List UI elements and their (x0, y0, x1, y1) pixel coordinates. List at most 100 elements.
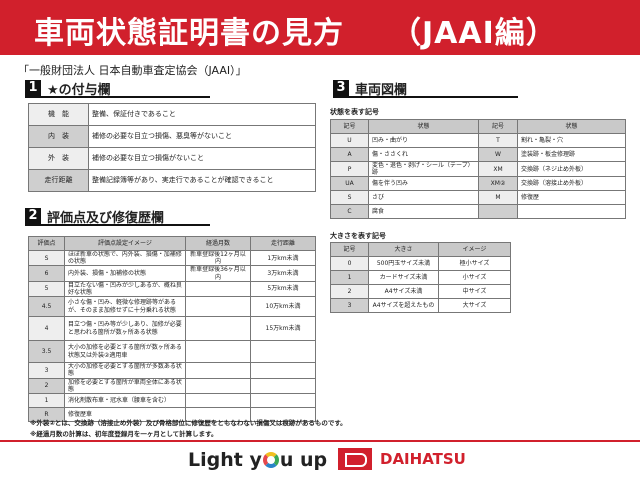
table-cell: 5万km未満 (250, 280, 316, 298)
table-row: S さび M 修復歴 (330, 190, 626, 206)
table-cell: 目立たない傷・凹みが少しあるが、概ね良好な状態 (64, 280, 186, 298)
table-cell: A (330, 147, 369, 162)
section-title: 評価点及び修復歴欄 (47, 210, 165, 226)
star-table: 機 能整備、保証付きであること内 装補修の必要な目立つ損傷、悪臭等がないこと外 … (28, 103, 316, 192)
table-cell: 割れ・亀裂・穴 (517, 133, 626, 148)
table-cell: 大サイズ (438, 298, 511, 313)
table-cell: C (330, 204, 369, 220)
table-cell: 新車登録後12ヶ月以内 (185, 249, 251, 267)
table-cell: P (330, 160, 369, 178)
table-cell: 1万km未満 (250, 249, 316, 267)
table-cell: ほぼ新車の状態で、内外装、損傷・加補修の状態 (64, 249, 186, 267)
table-cell: 4.5 (28, 296, 65, 318)
table-row: 機 能整備、保証付きであること (28, 103, 316, 126)
size-label: 大きさを表す記号 (330, 232, 386, 240)
table-cell: 5 (28, 280, 65, 298)
daihatsu-mark-icon (338, 448, 372, 470)
table-cell: 内 装 (28, 125, 89, 148)
column-header: イメージ (438, 242, 511, 257)
table-cell: 1 (28, 392, 65, 408)
table-header: 評価点 評価点設定イメージ 経過月数 走行距離 (28, 236, 316, 251)
table-cell: 3 (330, 298, 369, 313)
table-cell: 腐食 (368, 204, 479, 220)
table-cell: 3万km未満 (250, 265, 316, 282)
table-cell: 15万km未満 (250, 316, 316, 342)
table-row: 内 装補修の必要な目立つ損傷、悪臭等がないこと (28, 125, 316, 148)
column-header: 経過月数 (185, 236, 251, 251)
table-cell: 外 装 (28, 147, 89, 170)
table-cell: カードサイズ未満 (368, 270, 439, 285)
table-row: 1 カードサイズ未満 小サイズ (330, 270, 511, 285)
table-cell (185, 377, 251, 394)
divider (0, 440, 640, 442)
table-cell (185, 362, 251, 379)
table-cell: 極小サイズ (438, 256, 511, 271)
table-cell: 3.5 (28, 340, 65, 364)
table-cell: 機 能 (28, 103, 89, 126)
table-cell (185, 340, 251, 364)
table-row: 外 装補修の必要な目立つ損傷がないこと (28, 147, 316, 170)
table-cell (517, 204, 626, 220)
table-row: U 凹み・曲がり T 割れ・亀裂・穴 (330, 133, 626, 148)
table-cell: UA (330, 176, 369, 192)
note-1: ※外装②とは、交換跡（溶接止め外装）及び骨格部位に修復歴をともなわない損傷又は痕… (30, 419, 347, 427)
brand-name: DAIHATSU (380, 450, 466, 468)
section-number: 2 (25, 208, 41, 224)
table-cell: 目立つ傷・凹み等が少しあり、加修が必要と思われる箇所が数ヶ所ある状態 (64, 316, 186, 342)
table-row: R 修復歴車 (28, 406, 316, 422)
symbols-table: 記号 状態 記号 状態 U 凹み・曲がり T 割れ・亀裂・穴 A 傷・ささくれ W 塗装跡・板金修理跡… (330, 119, 626, 220)
table-cell (185, 296, 251, 318)
section2-heading: 2 評価点及び修復歴欄 (25, 208, 210, 226)
daihatsu-logo: DAIHATSU (338, 448, 466, 470)
page-title: 車両状態証明書の見方 （JAAI編） (34, 16, 557, 51)
table-row: S ほぼ新車の状態で、内外装、損傷・加補修の状態 新車登録後12ヶ月以内 1万km未満 (28, 249, 316, 267)
column-header: 状態 (368, 119, 479, 134)
table-row: C 腐食 (330, 204, 626, 220)
table-cell: 0 (330, 256, 369, 271)
table-cell: 修復歴 (517, 190, 626, 206)
table-cell: 加修を必要とする箇所が車両全体にある状態 (64, 377, 186, 394)
rainbow-ring-icon (262, 452, 279, 468)
table-row: 5 目立たない傷・凹みが少しあるが、概ね良好な状態 5万km未満 (28, 280, 316, 298)
table-row: 3.5 大小の加修を必要とする箇所が数ヶ所ある状態又は外装②適用車 (28, 340, 316, 364)
table-cell: XM② (478, 176, 518, 192)
size-table: 記号 大きさ イメージ 0 500円玉サイズ未満 極小サイズ 1 カードサイズ未満 小サイズ 2 A… (330, 242, 511, 313)
table-cell: 500円玉サイズ未満 (368, 256, 439, 271)
note-2: ※経過月数の計算は、初年度登録月を一ヶ月として計算します。 (30, 430, 218, 438)
table-cell: S (28, 249, 65, 267)
table-cell: XM (478, 160, 518, 178)
column-header: 記号 (330, 242, 369, 257)
symbols-label: 状態を表す記号 (330, 108, 379, 116)
section-title: ★の付与欄 (47, 82, 111, 98)
table-cell: 整備、保証付きであること (88, 103, 316, 126)
table-cell: A4サイズを超えたもの (368, 298, 439, 313)
table-cell: 4 (28, 316, 65, 342)
table-row: 3 大小の加修を必要とする箇所が多数ある状態 (28, 362, 316, 379)
table-cell: S (330, 190, 369, 206)
table-cell (250, 377, 316, 394)
table-cell (250, 362, 316, 379)
light-you-up-logo: Light y u up (188, 449, 327, 471)
table-cell: 変色・退色・剥げ・シール（テープ）跡 (368, 160, 479, 178)
table-cell (478, 204, 518, 220)
table-row: 4.5 小さな傷・凹み、軽微な修理跡等があるが、そのまま加修せずに十分乗れる状態 1… (28, 296, 316, 318)
table-cell: さび (368, 190, 479, 206)
table-cell (250, 340, 316, 364)
table-row: P 変色・退色・剥げ・シール（テープ）跡 XM 交換跡（ネジ止め外板） (330, 160, 626, 178)
table-cell: 新車登録後36ヶ月以内 (185, 265, 251, 282)
column-header: 走行距離 (250, 236, 316, 251)
table-cell: U (330, 133, 369, 148)
table-cell: 交換跡（溶接止め外板） (517, 176, 626, 192)
title-banner: 車両状態証明書の見方 （JAAI編） (0, 0, 640, 55)
section-number: 3 (333, 80, 349, 96)
table-cell: 傷を伴う凹み (368, 176, 479, 192)
table-cell (185, 280, 251, 298)
table-row: 3 A4サイズを超えたもの 大サイズ (330, 298, 511, 313)
table-row: A 傷・ささくれ W 塗装跡・板金修理跡 (330, 147, 626, 162)
score-table: 評価点 評価点設定イメージ 経過月数 走行距離 S ほぼ新車の状態で、内外装、損傷・加補修… (28, 236, 316, 422)
table-header: 記号 状態 記号 状態 (330, 119, 626, 134)
table-cell: 小さな傷・凹み、軽微な修理跡等があるが、そのまま加修せずに十分乗れる状態 (64, 296, 186, 318)
table-row: 2 加修を必要とする箇所が車両全体にある状態 (28, 377, 316, 394)
slogan-part-2: u up (279, 449, 328, 471)
table-cell: 内外装、損傷・加補修の状態 (64, 265, 186, 282)
